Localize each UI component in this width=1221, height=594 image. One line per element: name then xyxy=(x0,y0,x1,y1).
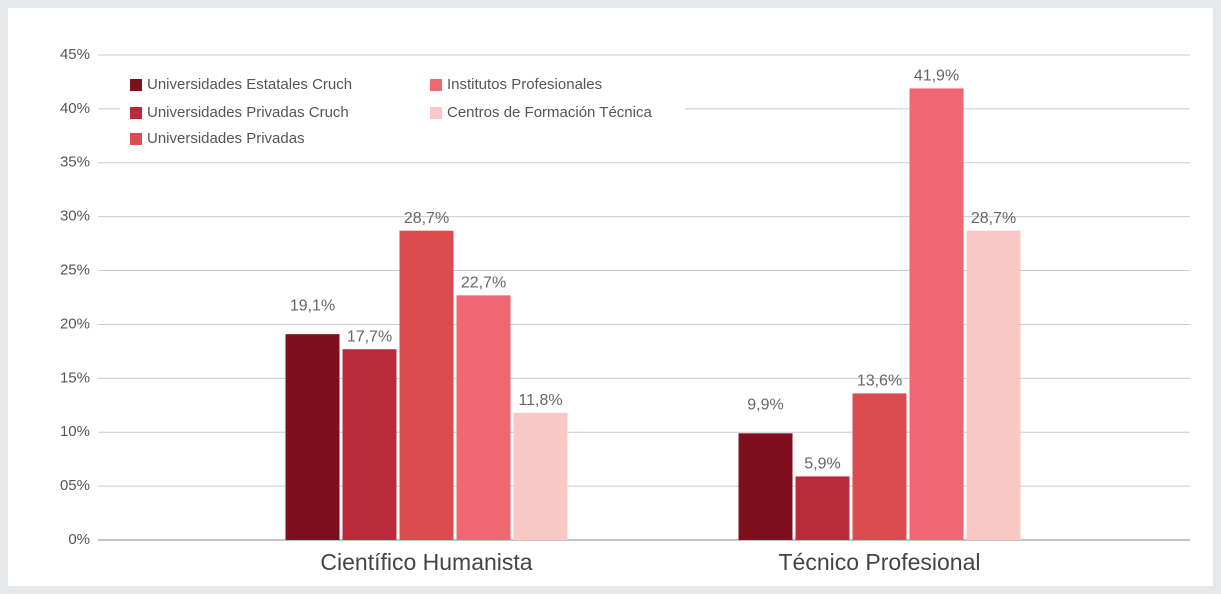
x-tick-label: Técnico Profesional xyxy=(779,549,981,575)
bar xyxy=(738,433,793,540)
bar xyxy=(285,334,340,540)
y-tick-label: 40% xyxy=(60,100,90,117)
x-tick-label: Científico Humanista xyxy=(320,549,532,575)
data-label: 5,9% xyxy=(804,456,840,473)
legend-label: Universidades Privadas xyxy=(147,130,305,147)
y-tick-label: 25% xyxy=(60,262,90,279)
legend-label: Centros de Formación Técnica xyxy=(447,104,652,121)
data-label: 19,1% xyxy=(290,297,335,314)
legend-swatch xyxy=(130,133,142,145)
y-tick-label: 20% xyxy=(60,315,90,332)
data-label: 9,9% xyxy=(747,397,783,414)
legend-swatch xyxy=(130,79,142,91)
data-label: 28,7% xyxy=(971,210,1016,227)
y-tick-label: 15% xyxy=(60,369,90,386)
bar xyxy=(966,230,1021,540)
legend-label: Universidades Privadas Cruch xyxy=(147,104,349,121)
bar xyxy=(909,88,964,541)
bar xyxy=(513,412,568,540)
bar xyxy=(456,295,511,540)
y-tick-label: 05% xyxy=(60,477,90,494)
legend-label: Institutos Profesionales xyxy=(447,76,602,93)
bar xyxy=(795,476,850,540)
legend-swatch xyxy=(430,79,442,91)
y-tick-label: 30% xyxy=(60,208,90,225)
data-label: 28,7% xyxy=(404,210,449,227)
data-label: 11,8% xyxy=(518,392,562,409)
y-tick-label: 10% xyxy=(60,423,90,440)
data-label: 22,7% xyxy=(461,275,506,292)
bar xyxy=(852,393,907,540)
bar xyxy=(399,230,454,540)
data-label: 13,6% xyxy=(857,373,902,390)
legend-swatch xyxy=(130,107,142,119)
bar xyxy=(342,349,397,540)
data-label: 41,9% xyxy=(914,68,959,85)
y-tick-label: 45% xyxy=(60,46,90,63)
y-tick-label: 0% xyxy=(68,531,90,548)
legend-background xyxy=(120,68,685,156)
data-label: 17,7% xyxy=(347,328,392,345)
legend-swatch xyxy=(430,107,442,119)
legend-label: Universidades Estatales Cruch xyxy=(147,76,352,93)
y-tick-label: 35% xyxy=(60,154,90,171)
